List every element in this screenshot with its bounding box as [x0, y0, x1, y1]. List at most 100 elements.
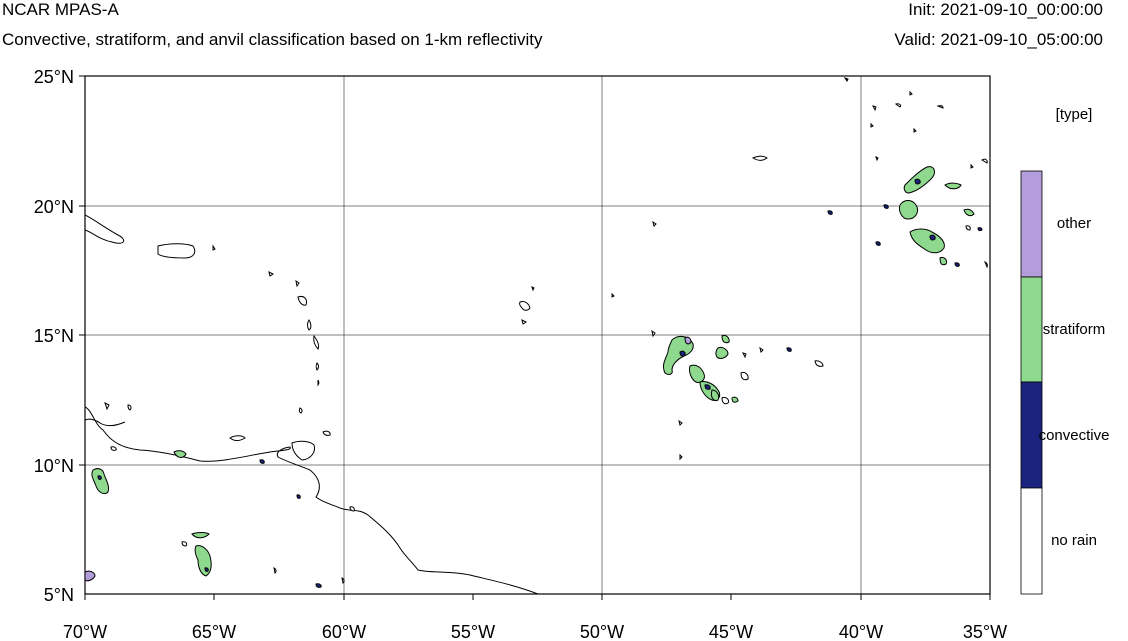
- precip-cell: [827, 210, 833, 215]
- lon-label: 65°W: [192, 622, 236, 641]
- island-trinidad: [291, 440, 315, 461]
- precip-cell: [191, 532, 210, 539]
- precip-cell: [843, 77, 849, 82]
- precip-cell: [519, 301, 531, 311]
- precip-cell: [273, 567, 277, 575]
- precip-cell: [679, 350, 686, 357]
- precip-cell: [341, 577, 345, 585]
- precip-cell: [909, 90, 913, 96]
- precip-cell: [652, 220, 657, 227]
- island-4: [307, 319, 312, 331]
- lat-label: 10°N: [34, 456, 74, 476]
- precip-cell: [315, 583, 322, 588]
- precip-cell: [970, 163, 974, 169]
- island-13: [751, 155, 768, 161]
- lon-label: 70°W: [63, 622, 107, 641]
- coastline-south-america: [85, 406, 539, 594]
- island-2: [295, 279, 300, 288]
- precip-cell: [814, 360, 824, 367]
- precip-cell: [711, 389, 720, 401]
- lon-label: 60°W: [322, 622, 366, 641]
- precip-cell: [678, 419, 683, 426]
- precip-cell: [742, 352, 747, 359]
- coastline-puerto-rico: [157, 243, 196, 259]
- lon-label: 35°W: [963, 622, 1007, 641]
- precip-cell: [740, 372, 749, 381]
- valid-time: Valid: 2021-09-10_05:00:00: [894, 30, 1103, 49]
- precip-cell: [110, 446, 117, 451]
- precip-cell: [954, 262, 960, 267]
- lat-labels: 25°N 20°N 15°N 10°N 5°N: [34, 67, 74, 605]
- precip-cell: [259, 459, 265, 464]
- precip-cell: [909, 228, 945, 254]
- precip-cell: [97, 475, 102, 480]
- precip-cell: [944, 182, 962, 190]
- precip-cell: [965, 225, 971, 231]
- precip-cell: [663, 335, 694, 375]
- precip-cell: [296, 494, 301, 499]
- init-time: Init: 2021-09-10_00:00:00: [908, 0, 1103, 19]
- precip-cell: [91, 468, 109, 495]
- precip-cell: [531, 286, 535, 292]
- island-tobago: [229, 435, 246, 442]
- map-title: NCAR MPAS-A: [2, 0, 119, 19]
- precip-cell: [704, 384, 711, 390]
- precip-cell: [786, 347, 792, 352]
- lat-label: 25°N: [34, 67, 74, 87]
- coastline-hispaniola: [85, 214, 125, 244]
- precip-cell: [875, 241, 881, 246]
- legend-swatch-no-rain: [1020, 487, 1043, 595]
- precip-cell: [939, 257, 947, 266]
- precip-cell: [721, 397, 729, 405]
- legend-title: [type]: [1055, 106, 1093, 123]
- precip-cell: [721, 335, 730, 344]
- island-7: [317, 379, 320, 387]
- precip-cell: [929, 234, 936, 241]
- lon-labels: 70°W 65°W 60°W 55°W 50°W 45°W 40°W 35°W: [63, 622, 1007, 641]
- precip-cell: [85, 570, 96, 582]
- coastline-venezuela: [85, 418, 126, 427]
- island-3: [297, 296, 307, 306]
- graticule: [85, 76, 990, 594]
- island-10: [104, 402, 110, 411]
- precip-cell: [689, 364, 705, 383]
- lon-label: 55°W: [451, 622, 495, 641]
- tick-marks: [79, 75, 991, 600]
- legend-label-other: other: [1056, 215, 1092, 232]
- lon-label: 45°W: [709, 622, 753, 641]
- precip-cell: [870, 122, 874, 128]
- precip-cell: [715, 347, 729, 359]
- precip-cell: [899, 200, 919, 220]
- precip-cell: [684, 336, 692, 345]
- island-12: [212, 244, 216, 251]
- precip-cell: [204, 567, 209, 572]
- legend-label-convective: convective: [1038, 427, 1110, 444]
- island-9: [322, 430, 331, 436]
- precip-cell: [731, 396, 739, 403]
- legend-label-no-rain: no rain: [1051, 532, 1097, 549]
- precip-cell: [521, 319, 527, 325]
- precip-cell: [936, 105, 944, 109]
- map-subtitle: Convective, stratiform, and anvil classi…: [2, 30, 543, 49]
- precip-cell: [963, 208, 975, 217]
- lon-label: 40°W: [839, 622, 883, 641]
- lat-label: 15°N: [34, 326, 74, 346]
- precip-cell: [872, 105, 877, 112]
- precip-cell: [984, 260, 988, 269]
- island-6: [315, 362, 319, 371]
- precip-cell: [914, 178, 921, 185]
- precip-cell: [349, 506, 355, 512]
- precip-cells: [85, 77, 988, 588]
- precip-cell: [883, 204, 889, 209]
- island-11: [127, 404, 132, 411]
- precip-cell: [173, 450, 187, 458]
- precip-cell: [759, 346, 764, 353]
- lon-label: 50°W: [580, 622, 624, 641]
- precip-cell: [181, 541, 188, 547]
- island-5: [313, 334, 320, 350]
- precip-cell: [913, 127, 917, 133]
- precip-cell: [894, 103, 902, 108]
- precip-cell: [651, 329, 656, 338]
- precip-cell: [981, 158, 988, 164]
